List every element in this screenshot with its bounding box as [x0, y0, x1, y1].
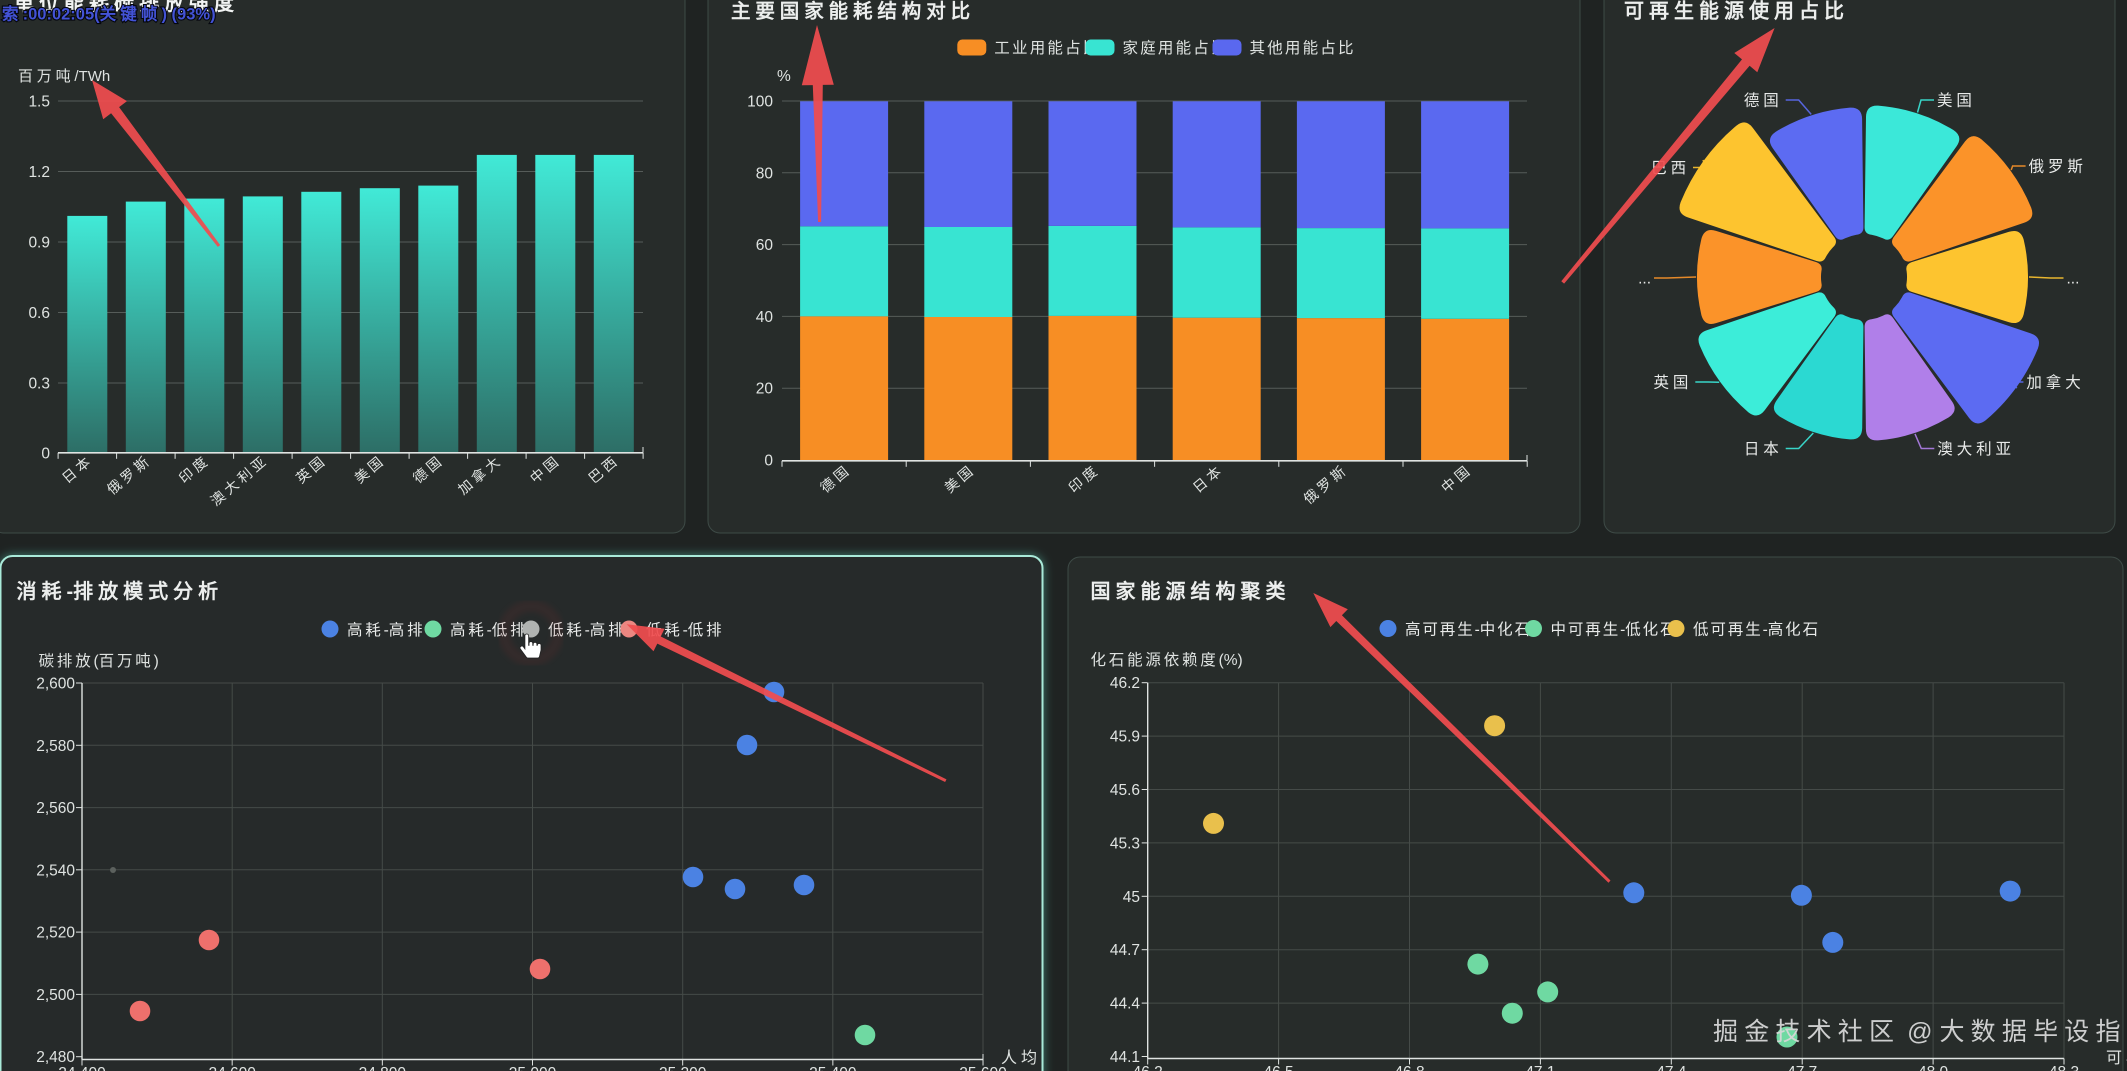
- svg-text:44.1: 44.1: [1110, 1049, 1140, 1066]
- svg-text:0: 0: [764, 453, 773, 470]
- svg-text:0.9: 0.9: [28, 235, 50, 252]
- svg-text:1.5: 1.5: [28, 94, 50, 111]
- svg-text:澳大利亚: 澳大利亚: [1937, 440, 2015, 458]
- svg-text:45: 45: [1123, 889, 1140, 906]
- svg-text:化石能源依赖度(%): 化石能源依赖度(%): [1091, 651, 1243, 669]
- svg-text:47.7: 47.7: [1787, 1064, 1817, 1071]
- svg-text:0: 0: [41, 446, 50, 463]
- svg-text:百万吨/TWh: 百万吨/TWh: [18, 68, 110, 85]
- svg-text:24,600: 24,600: [208, 1065, 256, 1071]
- svg-text:24,800: 24,800: [359, 1065, 407, 1071]
- svg-text:46.2: 46.2: [1133, 1064, 1163, 1071]
- svg-text:25,200: 25,200: [659, 1065, 707, 1071]
- svg-text:德国: 德国: [1744, 92, 1783, 110]
- svg-text:...: ...: [1638, 271, 1651, 288]
- svg-text:2,600: 2,600: [36, 676, 75, 693]
- svg-text:英国: 英国: [1653, 374, 1692, 392]
- svg-text:44.7: 44.7: [1110, 942, 1140, 959]
- svg-text:国家能源结构聚类: 国家能源结构聚类: [1091, 579, 1291, 603]
- svg-text:主要国家能耗结构对比: 主要国家能耗结构对比: [731, 0, 975, 23]
- svg-text:碳排放(百万吨): 碳排放(百万吨): [39, 652, 159, 670]
- svg-text:47.1: 47.1: [1525, 1064, 1555, 1071]
- svg-text:20: 20: [756, 381, 774, 398]
- svg-text:80: 80: [756, 165, 774, 182]
- svg-text:消耗-排放模式分析: 消耗-排放模式分析: [17, 579, 224, 603]
- svg-text:48.0: 48.0: [1918, 1064, 1949, 1071]
- svg-text:25,000: 25,000: [509, 1065, 557, 1071]
- svg-text:中可再生-低化石: 中可再生-低化石: [1551, 621, 1678, 639]
- svg-text:掘金技术社区 @ 大数据毕设指导师: 掘金技术社区 @ 大数据毕设指导师: [1713, 1018, 2127, 1046]
- svg-text:46.8: 46.8: [1394, 1064, 1424, 1071]
- svg-text:单位能耗碳排放强度: 单位能耗碳排放强度: [14, 0, 239, 15]
- svg-text:2,480: 2,480: [36, 1049, 75, 1066]
- svg-text:高耗-高排: 高耗-高排: [347, 621, 425, 639]
- svg-text:0.3: 0.3: [28, 376, 50, 393]
- svg-text:家庭用能占比: 家庭用能占比: [1123, 39, 1229, 57]
- svg-text:工业用能占比: 工业用能占比: [994, 39, 1100, 57]
- svg-text:2,500: 2,500: [36, 987, 75, 1004]
- svg-text:45.3: 45.3: [1110, 835, 1140, 852]
- svg-text:2,540: 2,540: [36, 862, 75, 879]
- svg-text:加拿大: 加拿大: [2026, 373, 2084, 392]
- svg-text:47.4: 47.4: [1656, 1064, 1687, 1071]
- svg-text:2,520: 2,520: [36, 925, 75, 942]
- svg-text:其他用能占比: 其他用能占比: [1250, 39, 1356, 57]
- svg-text:25,600: 25,600: [959, 1065, 1007, 1071]
- svg-text:45.6: 45.6: [1110, 782, 1140, 799]
- svg-text:日本: 日本: [1744, 440, 1783, 458]
- svg-text:1.2: 1.2: [28, 164, 50, 181]
- svg-text:100: 100: [747, 94, 773, 111]
- svg-text:俄罗斯: 俄罗斯: [2029, 158, 2087, 176]
- svg-text:45.9: 45.9: [1110, 729, 1140, 746]
- svg-text:美国: 美国: [1937, 92, 1976, 110]
- svg-text:0.6: 0.6: [28, 305, 50, 322]
- svg-text:40: 40: [756, 309, 774, 326]
- svg-text:44.4: 44.4: [1110, 996, 1141, 1013]
- svg-text:48.3: 48.3: [2049, 1064, 2079, 1071]
- svg-text:高耗-低排: 高耗-低排: [450, 621, 528, 639]
- svg-text:24,400: 24,400: [58, 1065, 106, 1071]
- svg-text:%: %: [777, 68, 791, 85]
- svg-text:高可再生-中化石: 高可再生-中化石: [1405, 621, 1532, 639]
- svg-text:可再: 可再: [2106, 1050, 2127, 1067]
- svg-text:低可再生-高化石: 低可再生-高化石: [1693, 621, 1820, 639]
- svg-text:人均: 人均: [1001, 1049, 1041, 1067]
- svg-text:46.5: 46.5: [1264, 1064, 1294, 1071]
- svg-text:25,400: 25,400: [809, 1065, 857, 1071]
- svg-text:60: 60: [756, 237, 774, 254]
- svg-text:46.2: 46.2: [1110, 675, 1140, 692]
- svg-text:2,580: 2,580: [36, 738, 75, 755]
- svg-text:索:00:02:05(关键帧) (93%): 索:00:02:05(关键帧) (93%): [2, 4, 216, 24]
- svg-text:2,560: 2,560: [36, 800, 75, 817]
- svg-text:可再生能源使用占比: 可再生能源使用占比: [1624, 0, 1849, 23]
- svg-text:...: ...: [2067, 271, 2080, 288]
